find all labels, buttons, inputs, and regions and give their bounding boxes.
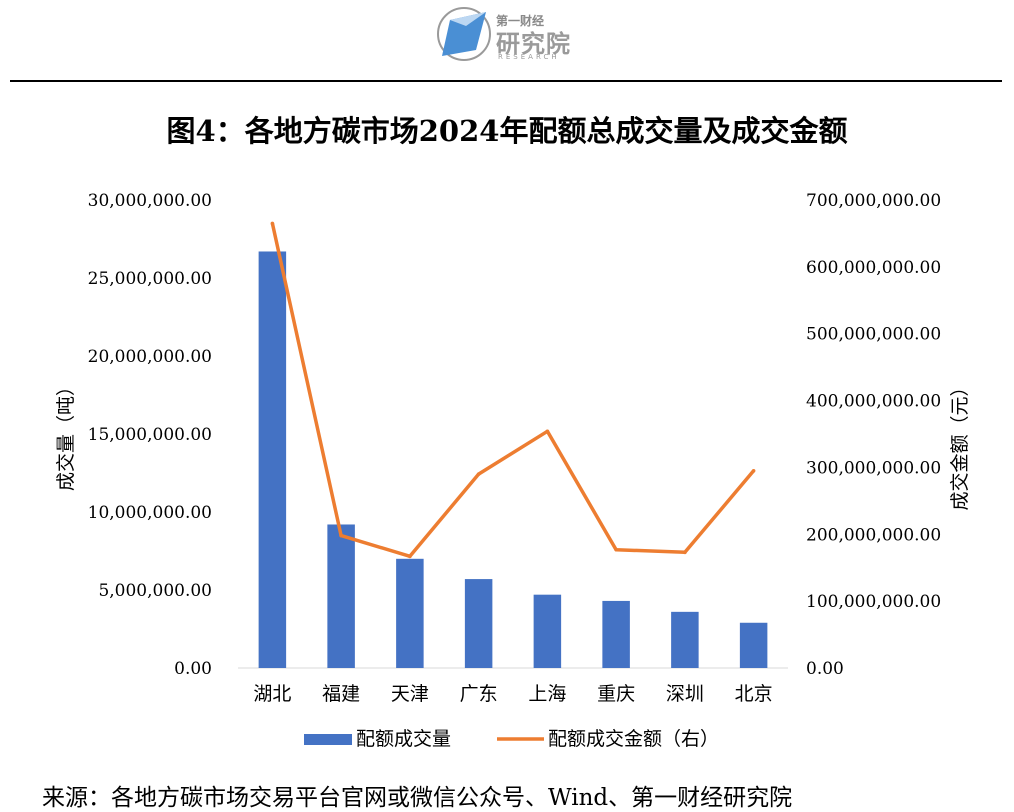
line-point: [683, 550, 687, 555]
bar: [671, 611, 699, 668]
line-point: [614, 547, 618, 552]
x-tick-label: 天津: [391, 683, 429, 705]
legend-line-label: 配额成交金额（右）: [548, 728, 719, 750]
y-left-tick-label: 25,000,000.00: [88, 269, 212, 289]
logo-en-text: RESEARCH: [498, 53, 560, 61]
y-right-tick-label: 700,000,000.00: [806, 191, 941, 211]
y-right-tick-label: 600,000,000.00: [806, 258, 941, 278]
y-left-tick-label: 5,000,000.00: [98, 581, 212, 601]
line-series: [270, 223, 755, 559]
logo-small-text: 第一财经: [496, 14, 545, 28]
y-right-tick-label: 0.00: [806, 659, 844, 679]
legend-bar-label: 配额成交量: [356, 728, 451, 750]
logo: 第一财经 研究院 RESEARCH: [436, 4, 586, 62]
line-point: [476, 472, 481, 476]
chart-title: 图4：各地方碳市场2024年配额总成交量及成交金额: [166, 114, 848, 148]
y-right-tick-label: 100,000,000.00: [806, 592, 941, 612]
bar: [533, 594, 562, 668]
x-tick-label: 深圳: [666, 683, 704, 705]
y-right-tick-label: 300,000,000.00: [806, 458, 941, 478]
legend-bar-swatch: [304, 734, 352, 745]
y-left-tick-label: 30,000,000.00: [88, 191, 212, 211]
line-point: [270, 221, 275, 226]
bar: [739, 622, 768, 668]
x-tick-label: 重庆: [597, 683, 635, 705]
logo-main-text: 研究院: [496, 30, 571, 58]
bar: [464, 579, 493, 668]
line-point: [408, 554, 412, 559]
x-tick-label: 广东: [460, 683, 498, 705]
line-point: [339, 533, 343, 538]
y-left-tick-label: 0.00: [174, 659, 212, 679]
source-note: 来源：各地方碳市场交易平台官网或微信公众号、Wind、第一财经研究院: [42, 785, 793, 811]
y-right-tick-label: 500,000,000.00: [806, 325, 941, 345]
bar: [602, 600, 630, 668]
y-right-tick-label: 200,000,000.00: [806, 525, 941, 545]
line-point: [545, 429, 550, 434]
y-left-axis-title: 成交量（吨）: [55, 377, 77, 491]
y-left-tick-label: 15,000,000.00: [88, 425, 212, 445]
logo-mark-icon: [437, 7, 491, 61]
y-left-tick-label: 10,000,000.00: [88, 503, 212, 523]
x-tick-label: 湖北: [253, 683, 291, 705]
y-right-axis-title: 成交金额（元）: [949, 377, 971, 510]
bar: [396, 558, 424, 668]
y-left-tick-label: 20,000,000.00: [88, 347, 212, 367]
bar: [327, 524, 355, 668]
line-point: [751, 468, 756, 473]
x-tick-label: 上海: [528, 683, 566, 705]
y-right-tick-label: 400,000,000.00: [806, 392, 941, 412]
bar: [258, 251, 287, 668]
x-tick-label: 北京: [735, 683, 773, 705]
header-divider: [10, 80, 1002, 82]
x-tick-label: 福建: [322, 683, 360, 705]
chart: 0.00 5,000,000.00 10,000,000.00 15,000,000.…: [55, 191, 971, 750]
